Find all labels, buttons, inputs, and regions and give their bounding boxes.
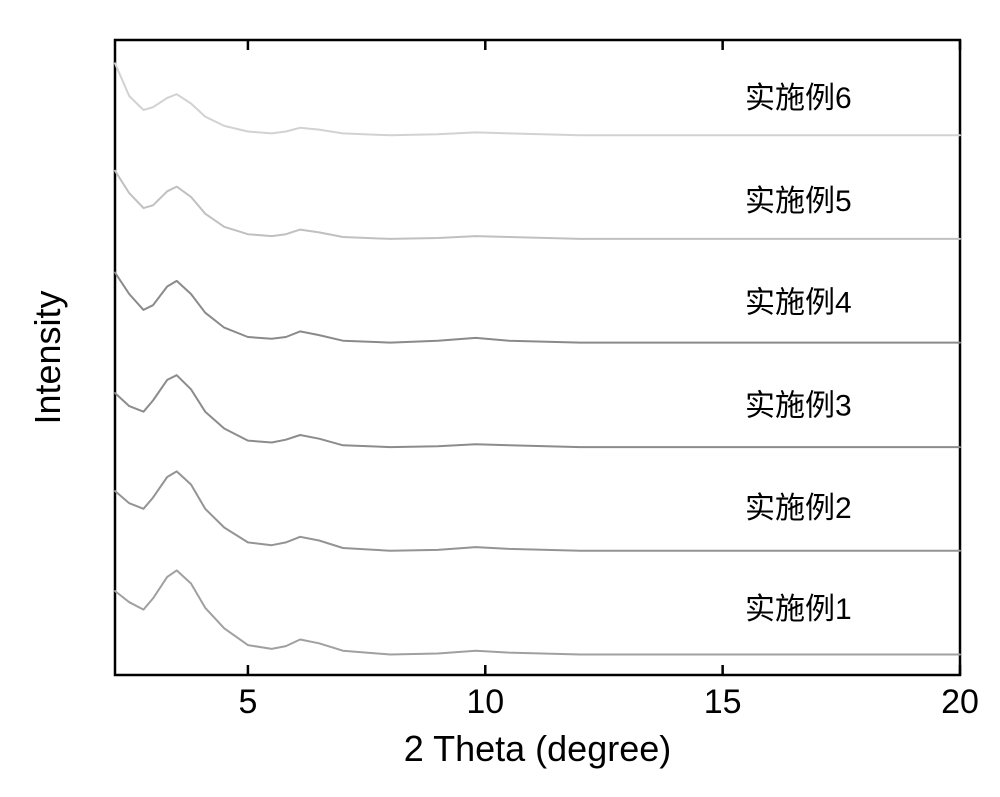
xrd-stacked-chart: 5 10 15 20 实施例1 实施例2 实施例3 实施例4 实施例5 实施例6 2 Theta (… <box>0 0 1000 797</box>
y-axis-label: Intensity <box>27 290 68 424</box>
x-axis-label: 2 Theta (degree) <box>404 728 672 769</box>
series-label: 实施例3 <box>745 389 852 422</box>
x-tick-label: 5 <box>238 683 257 721</box>
series-label: 实施例5 <box>745 185 852 218</box>
series-label: 实施例6 <box>745 82 852 115</box>
x-tick-label: 10 <box>466 683 504 721</box>
series-label: 实施例2 <box>745 492 852 525</box>
x-tick-label: 15 <box>704 683 742 721</box>
series-label: 实施例1 <box>745 593 852 626</box>
series-label: 实施例4 <box>745 287 852 320</box>
chart-svg: 5 10 15 20 实施例1 实施例2 实施例3 实施例4 实施例5 实施例6 2 Theta (… <box>0 0 1000 797</box>
x-tick-label: 20 <box>941 683 979 721</box>
